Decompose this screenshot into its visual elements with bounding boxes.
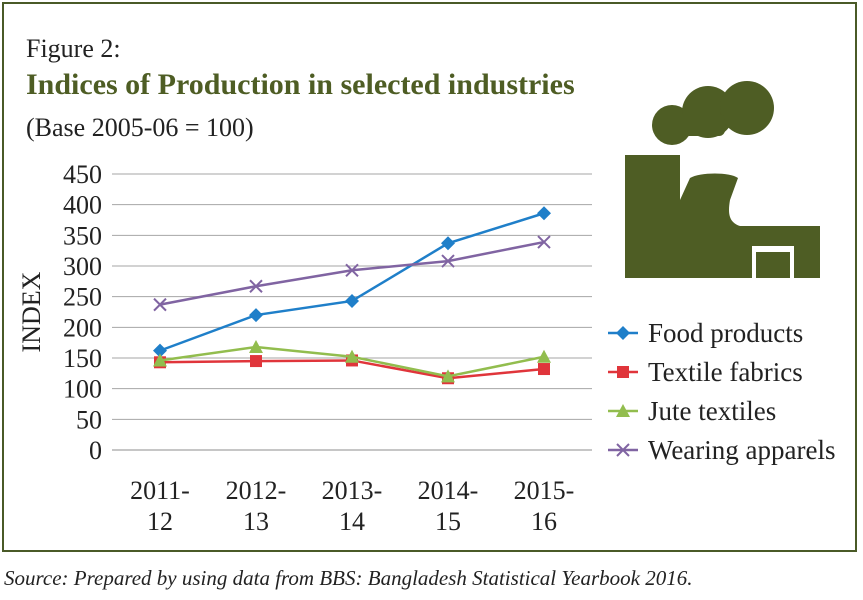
data-point (249, 339, 263, 353)
y-tick-label: 350 (63, 221, 102, 250)
data-point (441, 254, 455, 268)
data-point (249, 279, 263, 293)
data-point (345, 263, 359, 278)
y-tick-label: 100 (63, 375, 102, 404)
source-note: Source: Prepared by using data from BBS:… (4, 566, 693, 590)
data-point (250, 355, 262, 368)
x-tick-label: 2011- (130, 476, 190, 505)
factory-icon (625, 81, 820, 278)
chart-subtitle: (Base 2005-06 = 100) (26, 113, 254, 142)
data-point (153, 353, 167, 367)
data-point (616, 326, 630, 340)
y-axis-label: INDEX (17, 271, 46, 352)
chart-axes: 0501001502002503003504004502011-122012-1… (63, 160, 574, 536)
legend-label: Wearing apparels (648, 435, 835, 465)
data-point (153, 297, 167, 312)
y-tick-label: 300 (63, 252, 102, 281)
legend-item: Food products (608, 318, 803, 348)
legend-item: Jute textiles (608, 396, 776, 426)
legend-label: Textile fabrics (648, 357, 803, 387)
y-tick-label: 200 (63, 313, 102, 342)
y-tick-label: 400 (63, 191, 102, 220)
data-point (249, 308, 263, 323)
x-tick-label: 2013- (322, 476, 383, 505)
data-point (537, 349, 551, 363)
x-tick-label: 15 (435, 507, 461, 536)
data-point (616, 404, 630, 417)
figure-label: Figure 2: (26, 34, 121, 63)
x-tick-label: 16 (531, 507, 557, 536)
legend-item: Textile fabrics (608, 357, 803, 387)
y-tick-label: 250 (63, 283, 102, 312)
chart-legend: Food products Textile fabrics Jute textile… (608, 318, 835, 465)
legend-label: Food products (648, 318, 803, 348)
y-tick-label: 0 (89, 436, 102, 465)
data-point (345, 349, 359, 363)
x-tick-label: 12 (147, 507, 173, 536)
y-tick-label: 50 (76, 405, 102, 434)
series-wearing-apparels (153, 235, 551, 312)
data-point (538, 363, 550, 376)
x-tick-label: 2015- (514, 476, 575, 505)
y-tick-label: 450 (63, 160, 102, 189)
chart-series (153, 206, 551, 385)
legend-item: Wearing apparels (608, 435, 835, 465)
y-tick-label: 150 (63, 344, 102, 373)
data-point (441, 369, 455, 383)
chart-grid (112, 173, 592, 451)
data-point (345, 293, 359, 308)
series-jute-textiles (153, 339, 551, 383)
series-line (159, 212, 545, 352)
x-tick-label: 14 (339, 507, 365, 536)
data-point (537, 206, 551, 221)
x-tick-label: 2012- (226, 476, 287, 505)
data-point (441, 236, 455, 251)
chart-title: Indices of Production in selected indust… (26, 68, 575, 101)
legend-label: Jute textiles (648, 396, 776, 426)
data-point (617, 366, 629, 378)
x-tick-label: 2014- (418, 476, 479, 505)
series-food-products (153, 206, 551, 358)
data-point (616, 443, 630, 457)
data-point (537, 235, 551, 249)
data-point (153, 343, 167, 358)
x-tick-label: 13 (243, 507, 269, 536)
